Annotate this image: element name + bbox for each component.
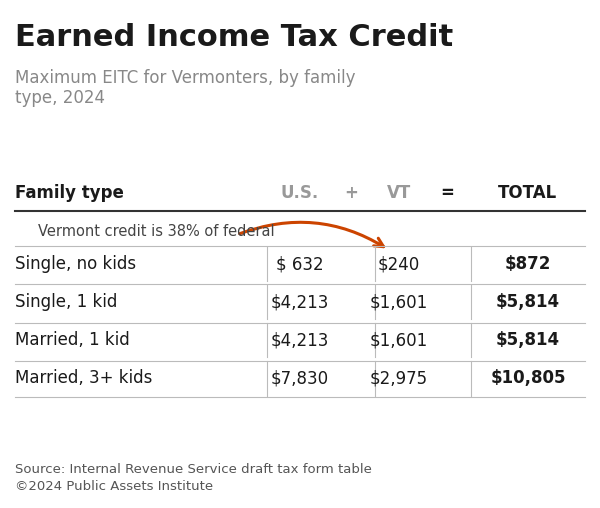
- Text: $4,213: $4,213: [271, 293, 329, 311]
- Text: $5,814: $5,814: [496, 331, 560, 350]
- Text: $5,814: $5,814: [496, 293, 560, 311]
- Text: Maximum EITC for Vermonters, by family
type, 2024: Maximum EITC for Vermonters, by family t…: [15, 69, 355, 107]
- Text: Single, no kids: Single, no kids: [15, 255, 136, 273]
- Text: $10,805: $10,805: [490, 369, 566, 388]
- Text: TOTAL: TOTAL: [499, 184, 557, 202]
- Text: $4,213: $4,213: [271, 331, 329, 350]
- Text: $872: $872: [505, 255, 551, 273]
- Text: Source: Internal Revenue Service draft tax form table: Source: Internal Revenue Service draft t…: [15, 463, 372, 477]
- Text: Family type: Family type: [15, 184, 124, 202]
- Text: $240: $240: [378, 255, 420, 273]
- Text: Single, 1 kid: Single, 1 kid: [15, 293, 118, 311]
- Text: VT: VT: [387, 184, 411, 202]
- Text: =: =: [440, 184, 454, 202]
- Text: Married, 1 kid: Married, 1 kid: [15, 331, 130, 350]
- Text: $1,601: $1,601: [370, 331, 428, 350]
- Text: +: +: [344, 184, 358, 202]
- FancyArrowPatch shape: [239, 223, 383, 247]
- Text: $7,830: $7,830: [271, 369, 329, 388]
- Text: U.S.: U.S.: [281, 184, 319, 202]
- Text: $1,601: $1,601: [370, 293, 428, 311]
- Text: Earned Income Tax Credit: Earned Income Tax Credit: [15, 23, 453, 52]
- Text: Married, 3+ kids: Married, 3+ kids: [15, 369, 152, 388]
- Text: Vermont credit is 38% of federal: Vermont credit is 38% of federal: [38, 224, 274, 239]
- Text: $ 632: $ 632: [276, 255, 324, 273]
- Text: $2,975: $2,975: [370, 369, 428, 388]
- Text: ©2024 Public Assets Institute: ©2024 Public Assets Institute: [15, 480, 213, 493]
